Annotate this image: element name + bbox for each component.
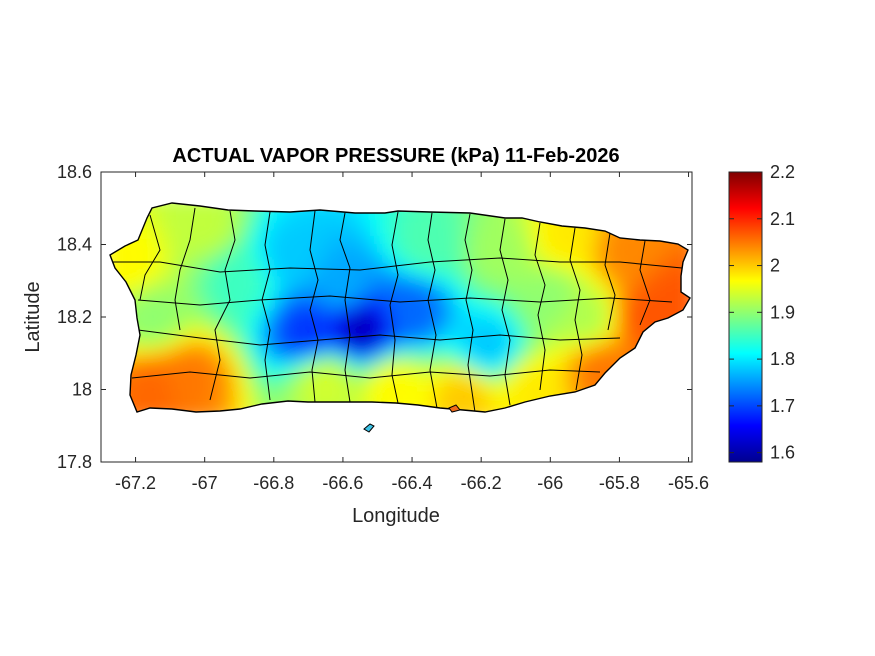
colorbar-tick-label: 1.7 [770, 396, 795, 416]
field-sample [566, 236, 569, 239]
field-sample [531, 388, 535, 391]
chart-title: ACTUAL VAPOR PRESSURE (kPa) 11-Feb-2026 [172, 145, 619, 167]
field-sample [410, 308, 414, 311]
field-sample [203, 225, 206, 228]
field-sample [462, 395, 466, 398]
field-sample [549, 297, 552, 301]
x-tick-label: -65.8 [599, 473, 640, 493]
field-sample [324, 381, 327, 384]
colorbar-tick-label: 1.9 [770, 302, 795, 322]
colorbar-gradient [728, 171, 763, 463]
colorbar-ticks: 1.6 1.7 1.8 1.9 2 2.1 2.2 [729, 162, 795, 463]
field-sample [151, 388, 155, 391]
municipality-line [639, 240, 651, 326]
municipality-boundaries [110, 207, 683, 412]
municipality-line [137, 329, 621, 346]
x-tick-label: -67.2 [115, 473, 156, 493]
field-sample [186, 377, 189, 380]
x-tick-label: -67 [192, 473, 218, 493]
municipality-line [309, 210, 319, 403]
municipality-line [569, 227, 583, 391]
municipality-line [110, 257, 683, 273]
field-sample [359, 326, 362, 330]
municipality-line [174, 207, 196, 331]
x-axis-label: Longitude [352, 505, 440, 527]
x-tick-label: -66.6 [322, 473, 363, 493]
municipality-line [137, 295, 673, 306]
x-axis: -67.2 -67 -66.8 -66.6 -66.4 -66.2 -66 -65.8 -65.… [115, 172, 709, 493]
x-tick-label: -66.8 [253, 473, 294, 493]
municipality-line [604, 232, 616, 331]
y-axis: 17.8 18 18.2 18.4 18.6 [57, 162, 692, 472]
colorbar-tick-label: 2.2 [770, 162, 795, 182]
colorbar-tick-label: 2.1 [770, 209, 795, 229]
municipality-line [389, 211, 399, 404]
municipality-line [209, 210, 236, 401]
islet [363, 423, 375, 433]
field-sample [645, 315, 649, 319]
municipality-line [464, 213, 476, 412]
y-tick-label: 18.6 [57, 162, 92, 182]
field-sample [670, 297, 673, 301]
y-tick-label: 18 [72, 380, 92, 400]
field-sample [497, 250, 500, 253]
municipality-line [534, 222, 546, 391]
x-tick-label: -65.6 [668, 473, 709, 493]
field-sample [238, 279, 241, 282]
y-tick-label: 17.8 [57, 452, 92, 472]
y-axis-label: Latitude [22, 281, 44, 352]
islet [448, 404, 461, 413]
municipality-line [131, 369, 601, 379]
coastline [109, 202, 691, 413]
y-tick-label: 18.4 [57, 235, 92, 255]
field-sample [307, 330, 310, 333]
x-tick-label: -66.4 [392, 473, 433, 493]
map-plot-area: -67.2 -67 -66.8 -66.6 -66.4 -66.2 -66 -65.8 -65.… [57, 162, 709, 493]
x-tick-label: -66 [537, 473, 563, 493]
municipality-line [339, 212, 351, 403]
field-sample [486, 344, 490, 348]
field-sample [341, 286, 345, 290]
x-tick-label: -66.2 [461, 473, 502, 493]
colorbar-tick-label: 1.8 [770, 349, 795, 369]
field-sample [289, 254, 293, 257]
field-sample [583, 315, 587, 319]
field-sample [625, 250, 628, 253]
colorbar-tick-label: 2 [770, 256, 780, 276]
colorbar-tick-label: 1.6 [770, 443, 795, 463]
colorbar: 1.6 1.7 1.8 1.9 2 2.1 2.2 [728, 162, 795, 463]
field-sample [151, 315, 155, 319]
field-sample [600, 370, 604, 373]
y-tick-label: 18.2 [57, 307, 92, 327]
